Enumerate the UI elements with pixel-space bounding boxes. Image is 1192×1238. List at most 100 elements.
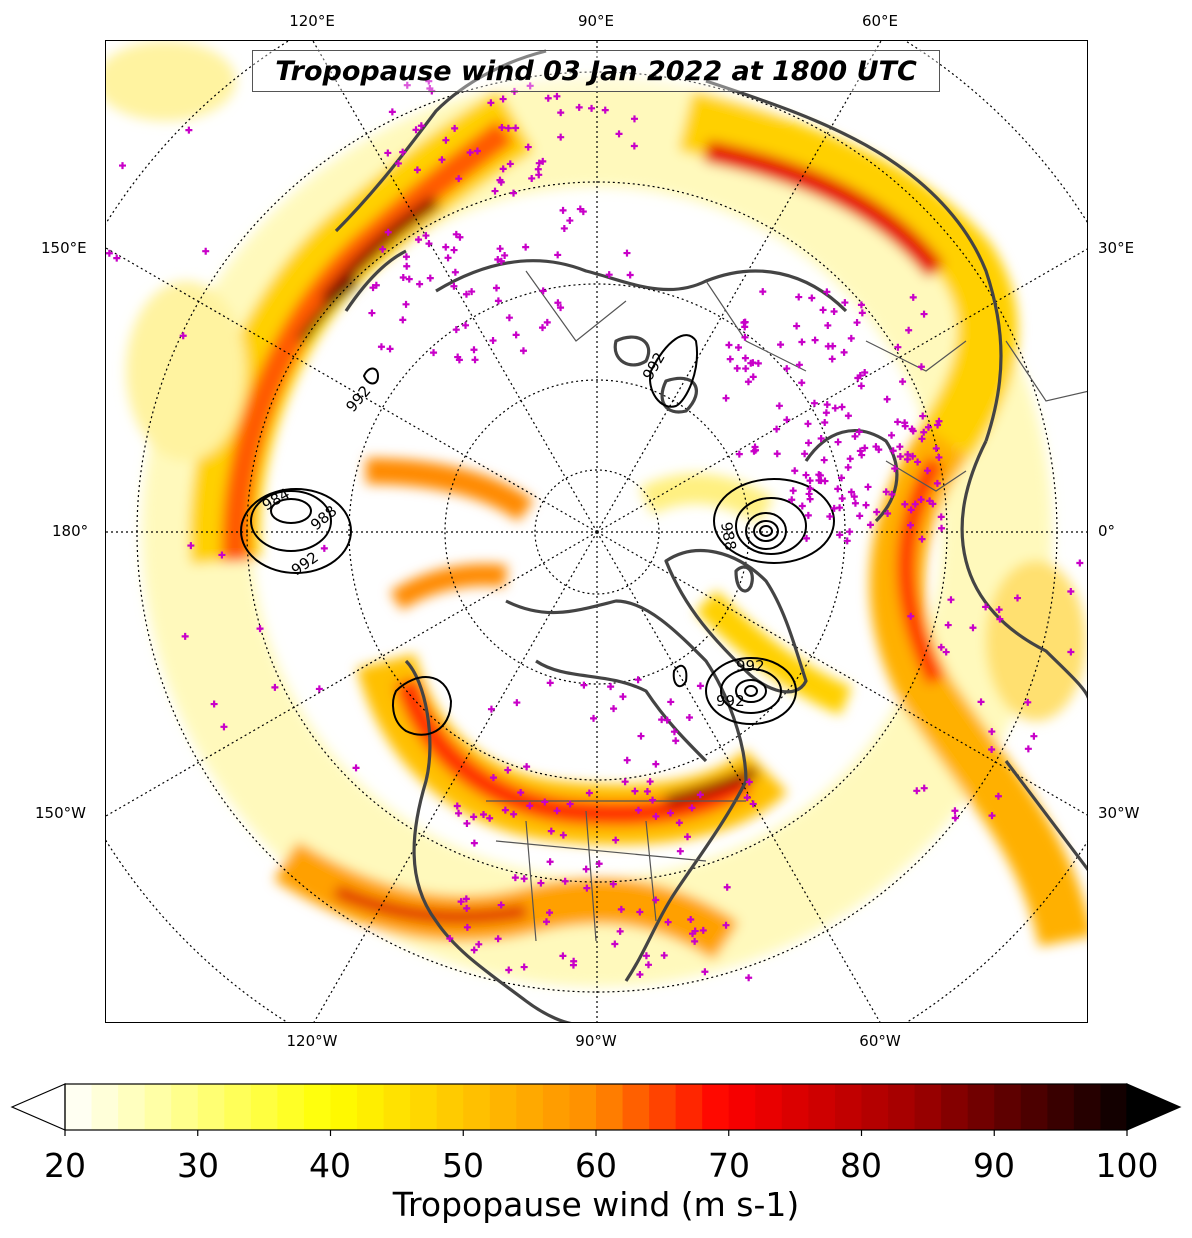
station-marker [844,463,852,471]
station-marker [676,847,684,855]
station-marker [497,257,505,265]
colorbar-bin [357,1084,385,1130]
colorbar [10,1083,1182,1136]
station-marker [452,230,460,238]
station-marker [803,534,811,542]
station-marker [590,714,598,722]
station-marker [585,789,593,797]
station-marker [450,282,458,290]
station-marker [494,255,502,263]
station-marker [561,877,569,885]
station-marker [759,288,767,296]
station-marker [836,531,844,539]
station-marker [834,438,842,446]
station-marker [617,905,625,913]
station-marker [202,247,210,255]
station-marker [937,643,945,651]
station-marker [836,504,844,512]
station-marker [463,819,471,827]
station-marker [609,880,617,888]
colorbar-bin [436,1084,464,1130]
station-marker [701,968,709,976]
station-marker [631,787,639,795]
station-marker [856,372,864,380]
contour-label: 992 [342,382,374,416]
station-marker [519,347,527,355]
station-marker [742,365,750,373]
colorbar-bin [171,1084,199,1130]
station-marker [553,92,561,100]
colorbar-tick: 100 [1095,1146,1159,1185]
station-marker [920,310,928,318]
station-marker [543,318,551,326]
station-marker [744,378,752,386]
colorbar-bin [781,1084,809,1130]
station-marker [541,798,549,806]
station-marker [630,142,638,150]
station-marker [463,904,471,912]
station-marker [489,774,497,782]
station-marker [691,937,699,945]
station-marker [498,124,506,132]
station-marker [969,624,977,632]
station-marker [923,467,931,475]
station-marker [646,778,654,786]
station-marker [820,456,828,464]
station-marker [557,109,565,117]
station-marker [535,171,543,179]
station-marker [542,918,550,926]
station-marker [907,612,915,620]
right-lon-label: 30°E [1098,239,1135,257]
station-marker [557,304,565,312]
station-marker [924,423,932,431]
station-marker [457,898,465,906]
station-marker [569,961,577,969]
colorbar-bin [808,1084,836,1130]
station-marker [853,319,861,327]
station-marker [417,122,425,130]
station-marker [524,143,532,151]
station-marker [652,896,660,904]
left-lon-label: 150°E [41,239,87,257]
colorbar-bin [994,1084,1022,1130]
station-marker [823,401,831,409]
station-marker [544,94,552,102]
station-marker [369,284,377,292]
graticule [106,41,1087,1022]
colorbar-bin [888,1084,916,1130]
station-marker [384,149,392,157]
station-marker [453,802,461,810]
station-marker [468,288,476,296]
map-panel: 992 988 984 992 992 992 988 992 [105,40,1088,1023]
station-marker [811,336,819,344]
station-marker [821,419,829,427]
station-marker [891,465,899,473]
station-marker [909,427,917,435]
station-marker [462,321,470,329]
station-marker [315,685,323,693]
colorbar-bin [1020,1084,1048,1130]
colorbar-bin [489,1084,517,1130]
station-marker [442,136,450,144]
station-marker [675,819,683,827]
station-marker [642,952,650,960]
station-marker [831,404,839,412]
station-marker [843,537,851,545]
colorbar-bin [941,1084,969,1130]
station-marker [817,435,825,443]
station-marker [841,299,849,307]
station-marker [601,106,609,114]
right-lon-label: 0° [1098,522,1116,540]
station-marker [470,813,478,821]
station-marker [456,233,464,241]
station-marker [696,791,704,799]
station-marker [522,243,530,251]
station-marker [749,800,757,808]
station-marker [888,431,896,439]
station-marker [526,802,534,810]
colorbar-bin [967,1084,995,1130]
station-marker [918,535,926,543]
station-marker [884,510,892,518]
station-marker [862,501,870,509]
station-marker [795,361,803,369]
